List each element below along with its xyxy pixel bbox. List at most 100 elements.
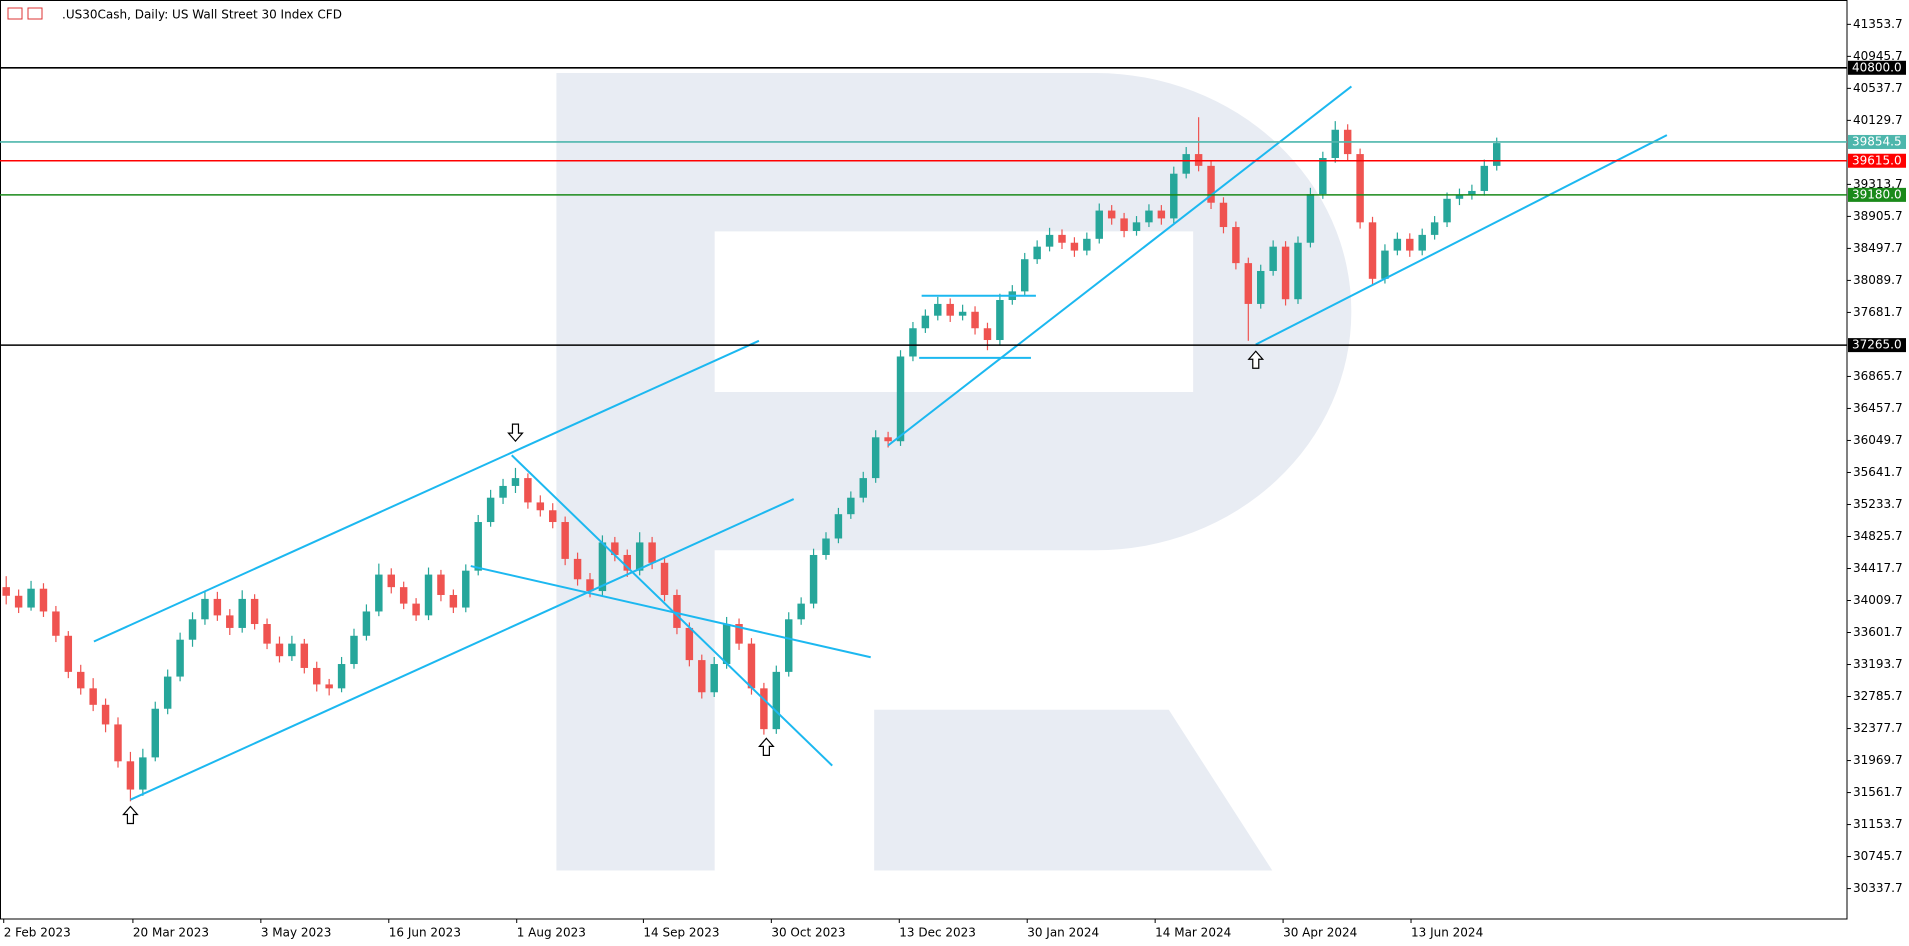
level-tag <box>1848 187 1906 202</box>
candle-body <box>449 594 458 608</box>
candle-body <box>586 579 594 592</box>
y-tick-label: 34417.7 <box>1853 561 1903 575</box>
candle-body <box>226 615 234 628</box>
y-tick-label: 38497.7 <box>1853 241 1903 255</box>
candle-body <box>1319 158 1327 195</box>
x-tick-label: 2 Feb 2023 <box>4 926 71 940</box>
x-tick-label: 14 Mar 2024 <box>1155 926 1231 940</box>
candle-body <box>474 522 482 571</box>
candle-body <box>549 510 557 523</box>
candle-body <box>77 671 85 689</box>
candle-body <box>884 437 892 442</box>
candle-body <box>213 598 222 616</box>
y-tick-label: 32377.7 <box>1853 721 1903 735</box>
candle-body <box>710 664 718 693</box>
x-tick-label: 13 Jun 2024 <box>1411 926 1483 940</box>
candle-body <box>1430 222 1439 235</box>
x-tick-label: 1 Aug 2023 <box>517 926 586 940</box>
arrow <box>1247 350 1265 369</box>
candle-body <box>635 542 644 571</box>
candle-body <box>1480 165 1489 191</box>
candle-body <box>375 574 383 612</box>
candle-body <box>1281 246 1290 300</box>
candle-body <box>1170 173 1178 219</box>
candle-body <box>1418 234 1426 251</box>
candle-body <box>151 708 159 758</box>
candle-body <box>561 522 569 559</box>
candle-body <box>797 603 805 620</box>
y-tick-label: 40129.7 <box>1853 113 1903 127</box>
candle-body <box>971 311 979 329</box>
y-tick-label: 38905.7 <box>1853 209 1903 223</box>
candle-body <box>1232 227 1240 264</box>
level-label: 39615.0 <box>1852 153 1902 167</box>
candle-body <box>1493 143 1501 166</box>
candle-body <box>462 570 470 608</box>
y-tick-label: 35641.7 <box>1853 465 1903 479</box>
level-label: 37265.0 <box>1852 338 1902 352</box>
trendline <box>887 85 1353 447</box>
candle-body <box>1381 250 1389 279</box>
candle-body <box>325 684 333 689</box>
level-label: 39854.5 <box>1852 134 1902 148</box>
candle-body <box>188 619 197 640</box>
candle-body <box>1455 194 1464 199</box>
x-tick-label: 30 Oct 2023 <box>771 926 845 940</box>
candle-body <box>52 611 60 636</box>
candle-body <box>859 478 867 498</box>
candle-body <box>486 497 495 523</box>
candle-body <box>934 303 942 316</box>
y-tick-label: 39313.7 <box>1853 177 1903 191</box>
chart-title: .US30Cash, Daily: US Wall Street 30 Inde… <box>62 8 342 22</box>
trendline <box>93 339 760 643</box>
candle-body <box>126 761 135 790</box>
x-tick-label: 30 Jan 2024 <box>1027 926 1099 940</box>
candle-body <box>511 478 520 486</box>
candle-body <box>89 688 97 705</box>
watermark <box>556 73 1352 871</box>
trendline <box>130 498 795 801</box>
candle-body <box>437 574 445 595</box>
y-tick-label: 40945.7 <box>1853 49 1903 63</box>
candle-body <box>760 688 768 730</box>
y-tick-label: 38089.7 <box>1853 273 1903 287</box>
icon <box>7 7 23 20</box>
level-tag <box>1848 338 1906 353</box>
candle-body <box>201 598 209 620</box>
x-tick-label: 14 Sep 2023 <box>643 926 719 940</box>
candle-body <box>1058 234 1066 243</box>
candle-body <box>424 574 433 616</box>
trendline <box>1255 134 1668 346</box>
candle-body <box>1356 154 1364 223</box>
candle-body <box>313 667 321 685</box>
y-tick-label: 33193.7 <box>1853 657 1903 671</box>
candle-body <box>871 437 880 479</box>
candle-body <box>387 574 395 588</box>
candle-body <box>1219 202 1228 228</box>
candle-body <box>524 478 532 503</box>
candle-body <box>536 502 545 511</box>
candle-body <box>1443 198 1451 223</box>
candle-body <box>1207 165 1215 203</box>
candle-body <box>114 724 122 762</box>
x-tick-label: 16 Jun 2023 <box>389 926 461 940</box>
candle-body <box>263 624 271 644</box>
candle-body <box>847 497 855 515</box>
candle-body <box>1095 210 1103 239</box>
candle-body <box>27 588 35 608</box>
candle-body <box>1468 190 1476 195</box>
candle-body <box>1021 259 1029 292</box>
plot-frame <box>0 0 1848 920</box>
candle-body <box>598 542 607 592</box>
icon <box>27 7 43 20</box>
y-tick-label: 36049.7 <box>1853 433 1903 447</box>
y-tick-label: 30745.7 <box>1853 849 1903 863</box>
y-tick-label: 41353.7 <box>1853 17 1903 31</box>
level-tag <box>1848 60 1906 75</box>
watermark-r <box>556 73 1352 871</box>
candle-body <box>996 300 1004 341</box>
candle-body <box>350 635 358 665</box>
candle-body <box>735 624 743 644</box>
y-tick-label: 31561.7 <box>1853 785 1903 799</box>
